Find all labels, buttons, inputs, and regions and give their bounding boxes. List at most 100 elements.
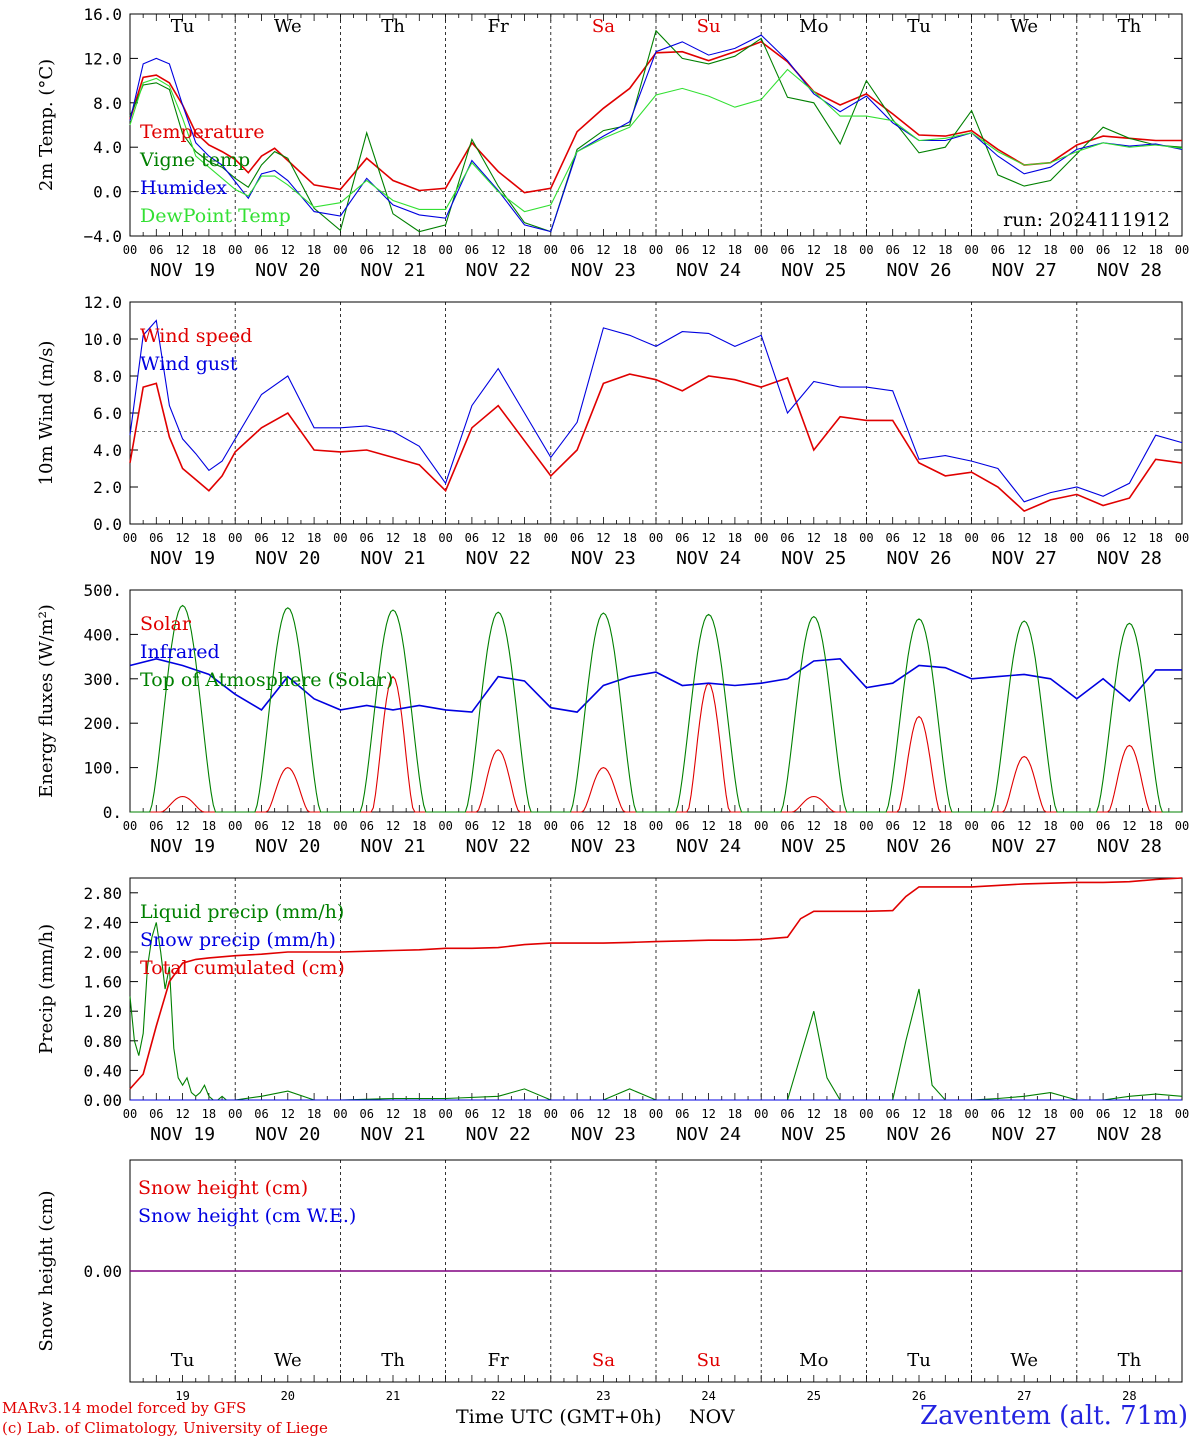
hour-tick-label: 18 <box>622 243 636 257</box>
hour-tick-label: 06 <box>675 819 689 833</box>
hour-tick-label: 00 <box>754 531 768 545</box>
hour-tick-label: 00 <box>123 819 137 833</box>
hour-tick-label: 18 <box>622 819 636 833</box>
hour-tick-label: 18 <box>412 819 426 833</box>
hour-tick-label: 12 <box>1122 531 1136 545</box>
day-abbr-bottom: Th <box>1118 1350 1142 1371</box>
hour-tick-label: 18 <box>728 819 742 833</box>
hour-tick-label: 00 <box>754 819 768 833</box>
date-label: NOV 27 <box>992 260 1057 281</box>
day-abbr-bottom: Tu <box>171 1350 195 1371</box>
hour-tick-label: 06 <box>885 531 899 545</box>
hour-tick-label: 00 <box>228 1107 242 1121</box>
hour-tick-label: 18 <box>938 819 952 833</box>
hour-tick-label: 06 <box>780 531 794 545</box>
y-tick-label: 0.40 <box>83 1061 122 1080</box>
day-abbr-top: Su <box>697 16 721 37</box>
day-number: 25 <box>807 1389 821 1403</box>
hour-tick-label: 18 <box>833 243 847 257</box>
hour-tick-label: 06 <box>570 1107 584 1121</box>
credit-model: MARv3.14 model forced by GFS <box>2 1399 247 1417</box>
hour-tick-label: 18 <box>1043 819 1057 833</box>
date-label: NOV 22 <box>466 260 531 281</box>
hour-tick-label: 06 <box>359 1107 373 1121</box>
legend-entry-humidex: Humidex <box>140 177 227 199</box>
hour-tick-label: 06 <box>780 243 794 257</box>
hour-tick-label: 00 <box>228 819 242 833</box>
panel-3 <box>129 589 1183 813</box>
hour-tick-label: 12 <box>807 819 821 833</box>
y-tick-label: 2.40 <box>83 913 122 932</box>
hour-tick-label: 12 <box>175 819 189 833</box>
hour-tick-label: 00 <box>123 1107 137 1121</box>
legend-entry-wind-gust: Wind gust <box>140 353 238 375</box>
series-line-vigne-temp <box>129 29 1183 233</box>
hour-tick-label: 06 <box>570 243 584 257</box>
hour-tick-label: 00 <box>1175 819 1189 833</box>
day-number: 28 <box>1122 1389 1136 1403</box>
hour-tick-label: 12 <box>491 819 505 833</box>
hour-tick-label: 00 <box>964 819 978 833</box>
hour-tick-label: 00 <box>754 243 768 257</box>
hour-tick-label: 06 <box>570 819 584 833</box>
day-abbr-top: We <box>1010 16 1038 37</box>
hour-tick-label: 00 <box>1070 819 1084 833</box>
x-axis-month: NOV <box>689 1406 735 1428</box>
hour-tick-label: 06 <box>885 243 899 257</box>
hour-tick-label: 06 <box>675 531 689 545</box>
hour-tick-label: 18 <box>412 1107 426 1121</box>
legend-entry-snow-precip-mm-h-: Snow precip (mm/h) <box>140 929 336 951</box>
hour-tick-label: 18 <box>622 1107 636 1121</box>
hour-tick-label: 06 <box>254 243 268 257</box>
hour-tick-label: 00 <box>438 819 452 833</box>
hour-tick-label: 12 <box>1017 531 1031 545</box>
hour-tick-label: 00 <box>123 531 137 545</box>
series-line-total-cumulated-cm- <box>129 877 1183 1090</box>
hour-tick-label: 06 <box>991 1107 1005 1121</box>
hour-tick-label: 06 <box>254 819 268 833</box>
day-number: 21 <box>386 1389 400 1403</box>
y-tick-label: 1.20 <box>83 1002 122 1021</box>
legend-entry-snow-height-cm-: Snow height (cm) <box>138 1177 308 1199</box>
legend-entry-dewpoint-temp: DewPoint Temp <box>140 205 291 227</box>
date-label: NOV 23 <box>571 836 636 857</box>
hour-tick-label: 18 <box>307 531 321 545</box>
hour-tick-label: 00 <box>333 1107 347 1121</box>
y-tick-label: 2.80 <box>83 884 122 903</box>
date-label: NOV 19 <box>150 1124 215 1145</box>
hour-tick-label: 00 <box>1070 531 1084 545</box>
y-tick-label: 16.0 <box>83 5 122 24</box>
date-label: NOV 26 <box>886 836 951 857</box>
day-abbr-top: Th <box>381 16 405 37</box>
hour-tick-label: 12 <box>807 1107 821 1121</box>
hour-tick-label: 00 <box>228 531 242 545</box>
station-title: Zaventem (alt. 71m) <box>920 1401 1188 1431</box>
y-tick-label: 200. <box>83 714 122 733</box>
hour-tick-label: 12 <box>912 1107 926 1121</box>
hour-tick-label: 12 <box>596 531 610 545</box>
date-label: NOV 20 <box>255 1124 320 1145</box>
day-number: 27 <box>1017 1389 1031 1403</box>
hour-tick-label: 00 <box>964 243 978 257</box>
y-tick-label: −4.0 <box>83 227 122 246</box>
hour-tick-label: 18 <box>728 1107 742 1121</box>
day-abbr-bottom: Sa <box>592 1350 615 1371</box>
date-label: NOV 25 <box>781 1124 846 1145</box>
run-label: run: 2024111912 <box>1003 209 1170 231</box>
hour-tick-label: 06 <box>465 243 479 257</box>
hour-tick-label: 12 <box>1017 1107 1031 1121</box>
hour-tick-label: 18 <box>833 1107 847 1121</box>
hour-tick-label: 12 <box>491 243 505 257</box>
hour-tick-label: 06 <box>465 531 479 545</box>
series-line-temperature <box>129 40 1182 194</box>
hour-tick-label: 00 <box>1175 243 1189 257</box>
hour-tick-label: 18 <box>307 243 321 257</box>
hour-tick-label: 06 <box>1096 1107 1110 1121</box>
date-label: NOV 21 <box>360 548 425 569</box>
hour-tick-label: 06 <box>149 1107 163 1121</box>
hour-tick-label: 12 <box>701 243 715 257</box>
series-line-top-of-atmosphere-solar- <box>130 604 1182 813</box>
date-label: NOV 20 <box>255 260 320 281</box>
credit-lab: (c) Lab. of Climatology, University of L… <box>2 1419 328 1437</box>
